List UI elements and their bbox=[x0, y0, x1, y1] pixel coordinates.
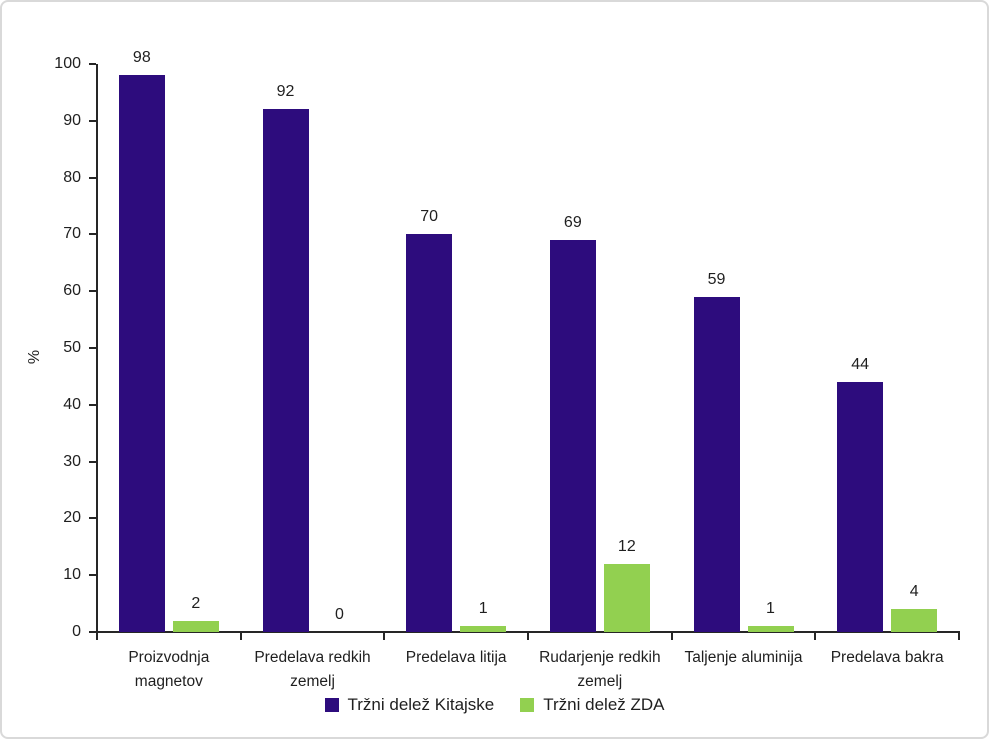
category-label-0: Proizvodnja magnetov bbox=[128, 649, 210, 691]
y-axis-tick bbox=[89, 347, 96, 349]
y-axis-tick bbox=[89, 176, 96, 179]
x-axis-tick bbox=[814, 632, 817, 640]
value-label: 1 bbox=[766, 600, 775, 618]
x-axis-tick bbox=[239, 632, 242, 640]
y-axis-tick bbox=[89, 517, 96, 520]
y-axis-tick-label: 60 bbox=[63, 282, 81, 300]
y-axis-tick bbox=[89, 119, 96, 122]
y-axis-tick-label: 80 bbox=[63, 168, 81, 186]
y-axis-tick bbox=[89, 290, 96, 293]
x-axis-tick bbox=[96, 632, 98, 640]
y-axis-tick bbox=[89, 574, 96, 577]
bar-china-0 bbox=[118, 75, 165, 632]
legend-label: Tržni delež ZDA bbox=[543, 695, 665, 714]
y-axis-tick-label: 0 bbox=[72, 623, 81, 640]
value-label: 59 bbox=[707, 270, 726, 288]
x-axis-tick bbox=[383, 632, 386, 640]
y-axis-tick bbox=[89, 63, 96, 65]
legend-swatch-icon bbox=[324, 698, 339, 712]
category-label-4: Taljenje aluminija bbox=[684, 649, 803, 666]
value-label: 0 bbox=[335, 606, 344, 623]
y-axis-tick bbox=[89, 631, 96, 633]
value-label: 1 bbox=[478, 600, 488, 618]
bar-usa-2 bbox=[460, 626, 507, 632]
value-label: 2 bbox=[191, 594, 201, 612]
category-label-2: Predelava litija bbox=[405, 649, 507, 666]
bar-usa-5 bbox=[891, 609, 938, 632]
bar-usa-3 bbox=[603, 563, 650, 632]
y-axis-tick-label: 70 bbox=[63, 225, 81, 243]
bar-usa-4 bbox=[747, 626, 794, 632]
legend-item-china: Tržni delež Kitajske bbox=[324, 695, 495, 714]
bar-china-4 bbox=[693, 296, 740, 632]
x-axis-tick bbox=[527, 632, 529, 640]
x-axis-tick bbox=[670, 632, 673, 640]
category-label-5: Predelava bakra bbox=[830, 649, 944, 666]
x-axis-tick bbox=[958, 632, 960, 640]
legend-label: Tržni delež Kitajske bbox=[347, 695, 495, 714]
y-axis-line bbox=[96, 64, 98, 634]
value-label: 4 bbox=[909, 583, 919, 601]
value-label: 12 bbox=[617, 537, 636, 555]
y-axis-tick-label: 30 bbox=[63, 452, 81, 470]
y-axis-tick-label: 20 bbox=[63, 509, 81, 527]
y-axis-tick-label: 100 bbox=[54, 55, 81, 72]
y-axis-tick bbox=[89, 460, 96, 463]
value-label: 98 bbox=[132, 49, 151, 67]
category-label-3: Rudarjenje redkih zemelj bbox=[539, 649, 661, 691]
value-label: 92 bbox=[276, 83, 295, 101]
bar-china-3 bbox=[549, 240, 596, 632]
bar-china-2 bbox=[406, 234, 453, 632]
y-axis-tick-label: 10 bbox=[63, 566, 81, 584]
bar-usa-0 bbox=[172, 620, 219, 632]
value-label: 69 bbox=[563, 214, 582, 232]
value-label: 44 bbox=[851, 356, 870, 374]
y-axis-tick-label: 50 bbox=[63, 339, 81, 356]
value-label: 70 bbox=[420, 208, 439, 226]
category-label-1: Predelava redkih zemelj bbox=[254, 649, 371, 691]
legend-swatch-icon bbox=[520, 698, 535, 712]
y-axis-tick bbox=[89, 403, 96, 406]
bar-china-5 bbox=[837, 382, 884, 632]
y-axis-tick-label: 90 bbox=[63, 111, 81, 129]
y-axis-tick bbox=[89, 233, 96, 236]
bar-china-1 bbox=[262, 109, 309, 632]
legend: Tržni delež Kitajske Tržni delež ZDA bbox=[2, 696, 987, 714]
legend-item-usa: Tržni delež ZDA bbox=[520, 695, 665, 714]
y-axis-tick-label: 40 bbox=[63, 395, 81, 413]
